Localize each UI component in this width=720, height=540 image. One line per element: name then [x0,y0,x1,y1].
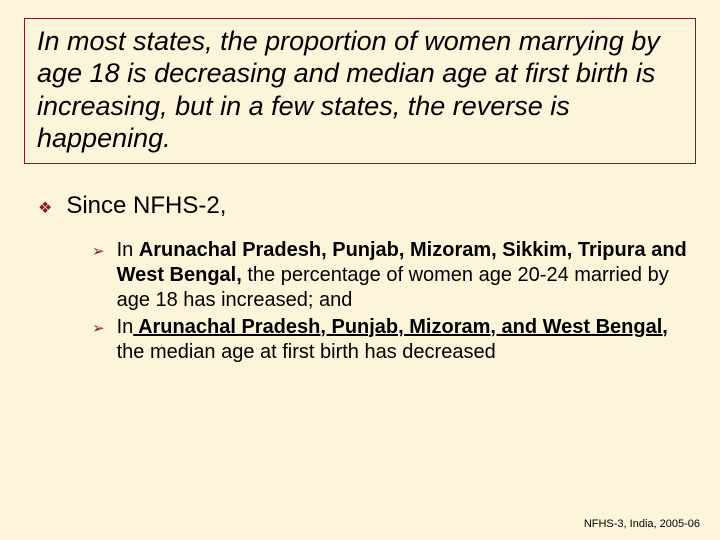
sublist: ➢ In Arunachal Pradesh, Punjab, Mizoram,… [38,238,696,365]
content-area: ❖ Since NFHS-2, ➢ In Arunachal Pradesh, … [24,192,696,365]
footer-citation: NFHS-3, India, 2005-06 [584,518,700,530]
list-item: ➢ In Arunachal Pradesh, Punjab, Mizoram,… [92,238,696,313]
text-bold-underline: Arunachal Pradesh, Punjab, Mizoram, and … [133,316,668,338]
level2-text-1: In Arunachal Pradesh, Punjab, Mizoram, S… [117,238,696,313]
text-pre: In [117,239,139,261]
arrow-bullet-icon: ➢ [92,242,105,260]
diamond-bullet-icon: ❖ [38,198,52,218]
slide-title: In most states, the proportion of women … [37,25,683,155]
level2-text-2: In Arunachal Pradesh, Punjab, Mizoram, a… [117,315,696,365]
text-post: the median age at first birth has decrea… [117,341,496,363]
bullet-level1: ❖ Since NFHS-2, [38,192,696,220]
title-box: In most states, the proportion of women … [24,18,696,164]
text-pre: In [117,316,134,338]
level1-text: Since NFHS-2, [66,192,226,220]
list-item: ➢ In Arunachal Pradesh, Punjab, Mizoram,… [92,315,696,365]
arrow-bullet-icon: ➢ [92,319,105,337]
